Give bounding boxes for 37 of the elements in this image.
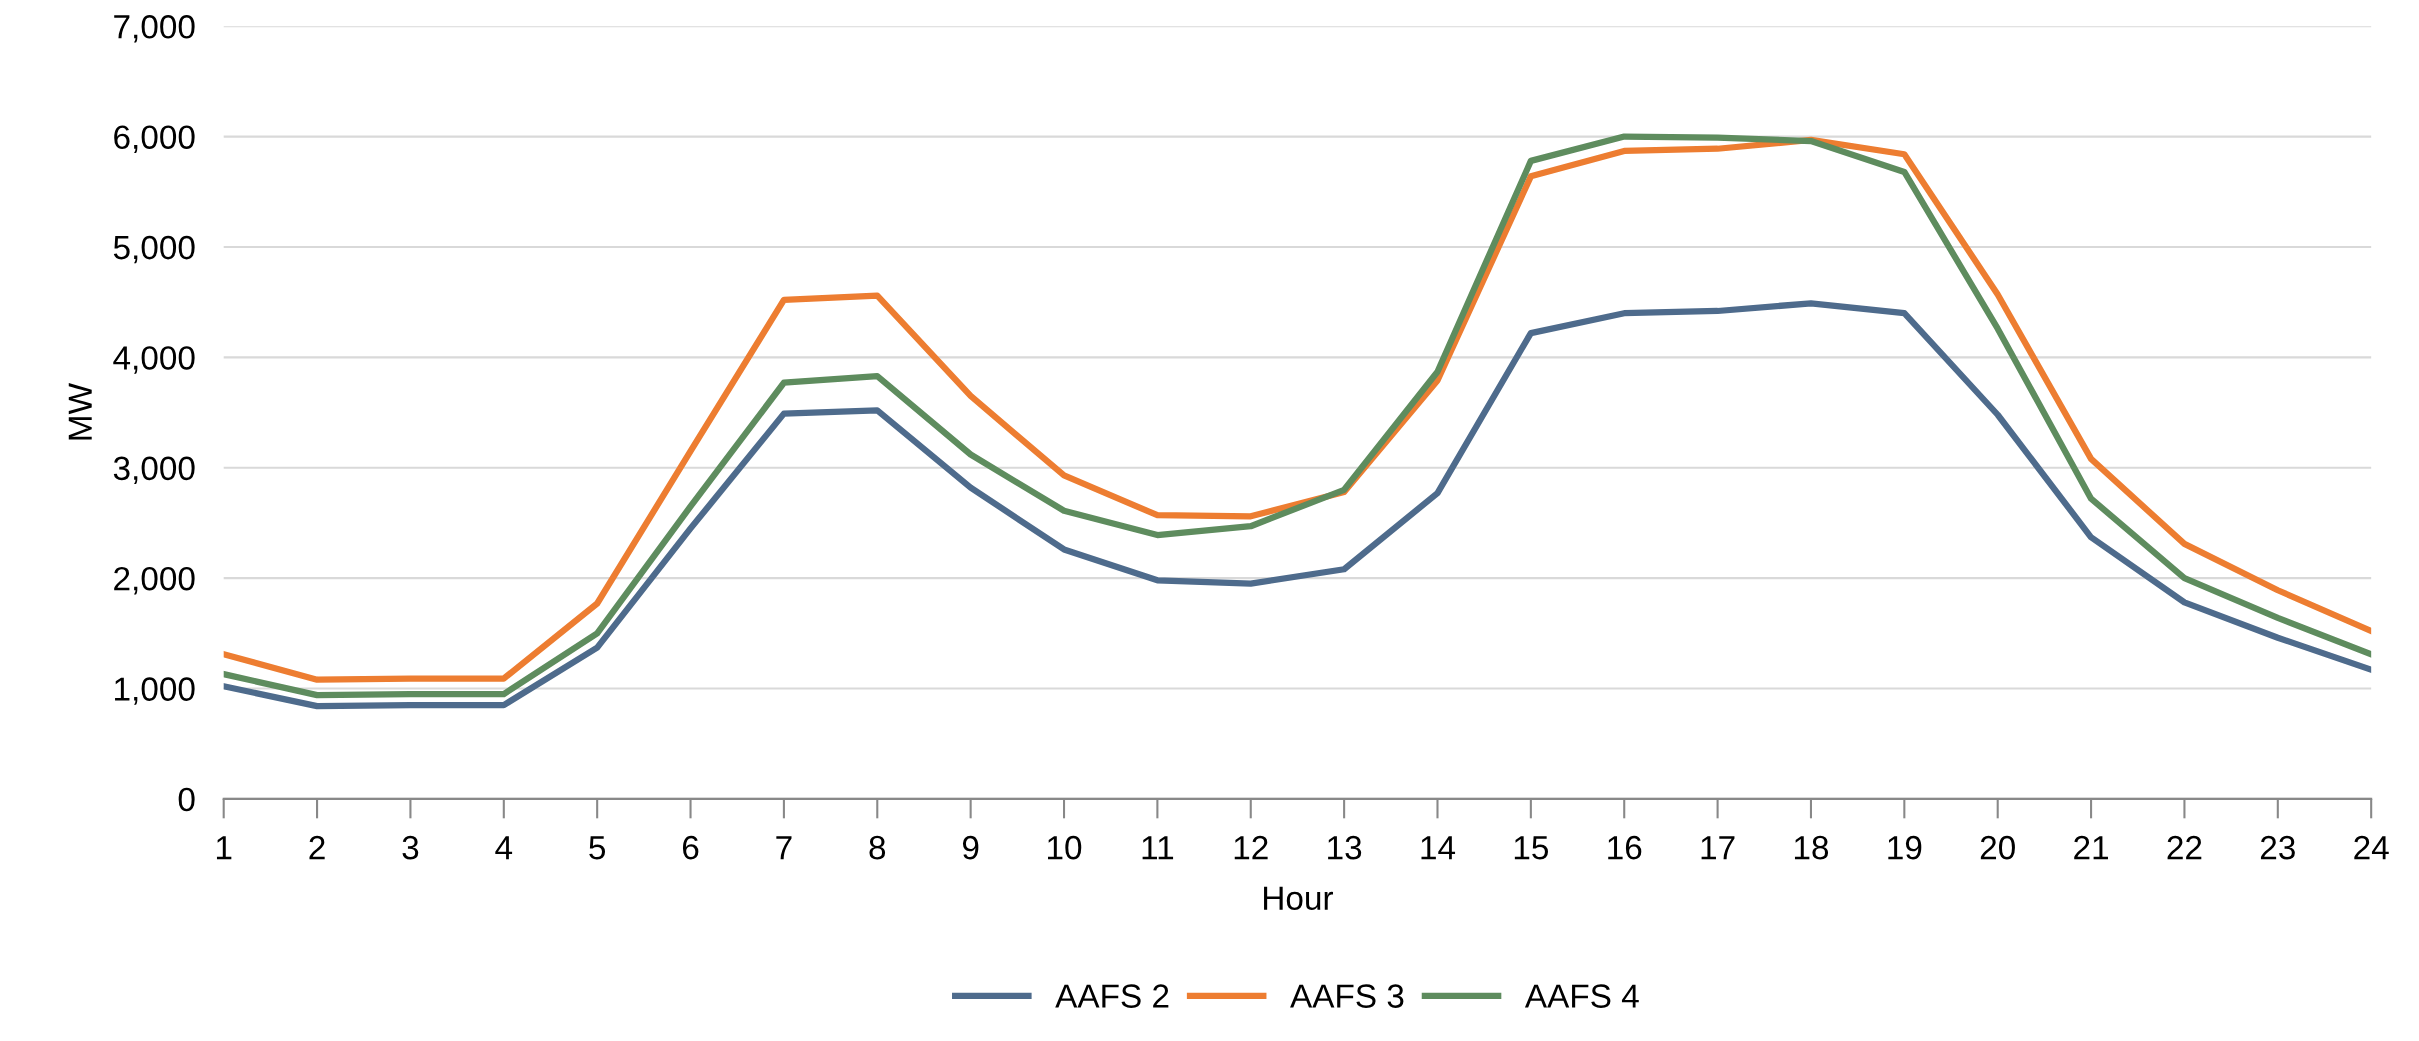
legend-label: AAFS 2 (1055, 984, 1169, 1008)
x-tick-label: 20 (1980, 835, 2015, 860)
y-tick-label: 6,000 (114, 125, 195, 153)
x-tick-label: 8 (869, 835, 886, 860)
x-tick-label: 2 (309, 835, 325, 860)
x-tick-label: 1 (216, 836, 232, 860)
legend-label: AAFS 3 (1290, 984, 1404, 1008)
x-tick-label: 12 (1234, 835, 1268, 860)
y-axis-title: MW (68, 383, 92, 440)
x-tick-label: 22 (2167, 835, 2202, 860)
x-tick-label: 4 (495, 836, 513, 860)
x-tick-label: 3 (402, 835, 419, 860)
x-tick-label: 11 (1142, 836, 1174, 860)
x-tick-label: 6 (682, 835, 699, 860)
x-tick-label: 10 (1048, 835, 1082, 860)
x-tick-label: 7 (776, 836, 792, 860)
x-tick-label: 14 (1421, 836, 1456, 860)
x-axis-title: Hour (1264, 886, 1334, 910)
y-tick-label: 2,000 (114, 566, 195, 595)
legend-label: AAFS 4 (1524, 984, 1639, 1008)
x-tick-label: 5 (589, 836, 606, 860)
y-tick-label: 7,000 (114, 15, 195, 43)
y-tick-label: 4,000 (113, 346, 195, 374)
y-tick-label: 0 (178, 787, 195, 812)
y-tick-label: 1,000 (115, 677, 195, 705)
x-tick-label: 9 (962, 835, 979, 860)
y-tick-label: 5,000 (113, 235, 195, 264)
y-tick-label: 3,000 (113, 456, 195, 485)
x-tick-label: 19 (1888, 835, 1922, 860)
x-tick-label: 18 (1794, 835, 1829, 860)
x-tick-label: 13 (1328, 835, 1362, 860)
x-tick-label: 16 (1608, 835, 1642, 860)
x-tick-label: 21 (2074, 835, 2108, 860)
x-tick-label: 23 (2260, 835, 2295, 860)
x-tick-label: 15 (1514, 836, 1548, 860)
x-tick-label: 24 (2354, 835, 2389, 860)
x-tick-label: 17 (1701, 836, 1735, 860)
